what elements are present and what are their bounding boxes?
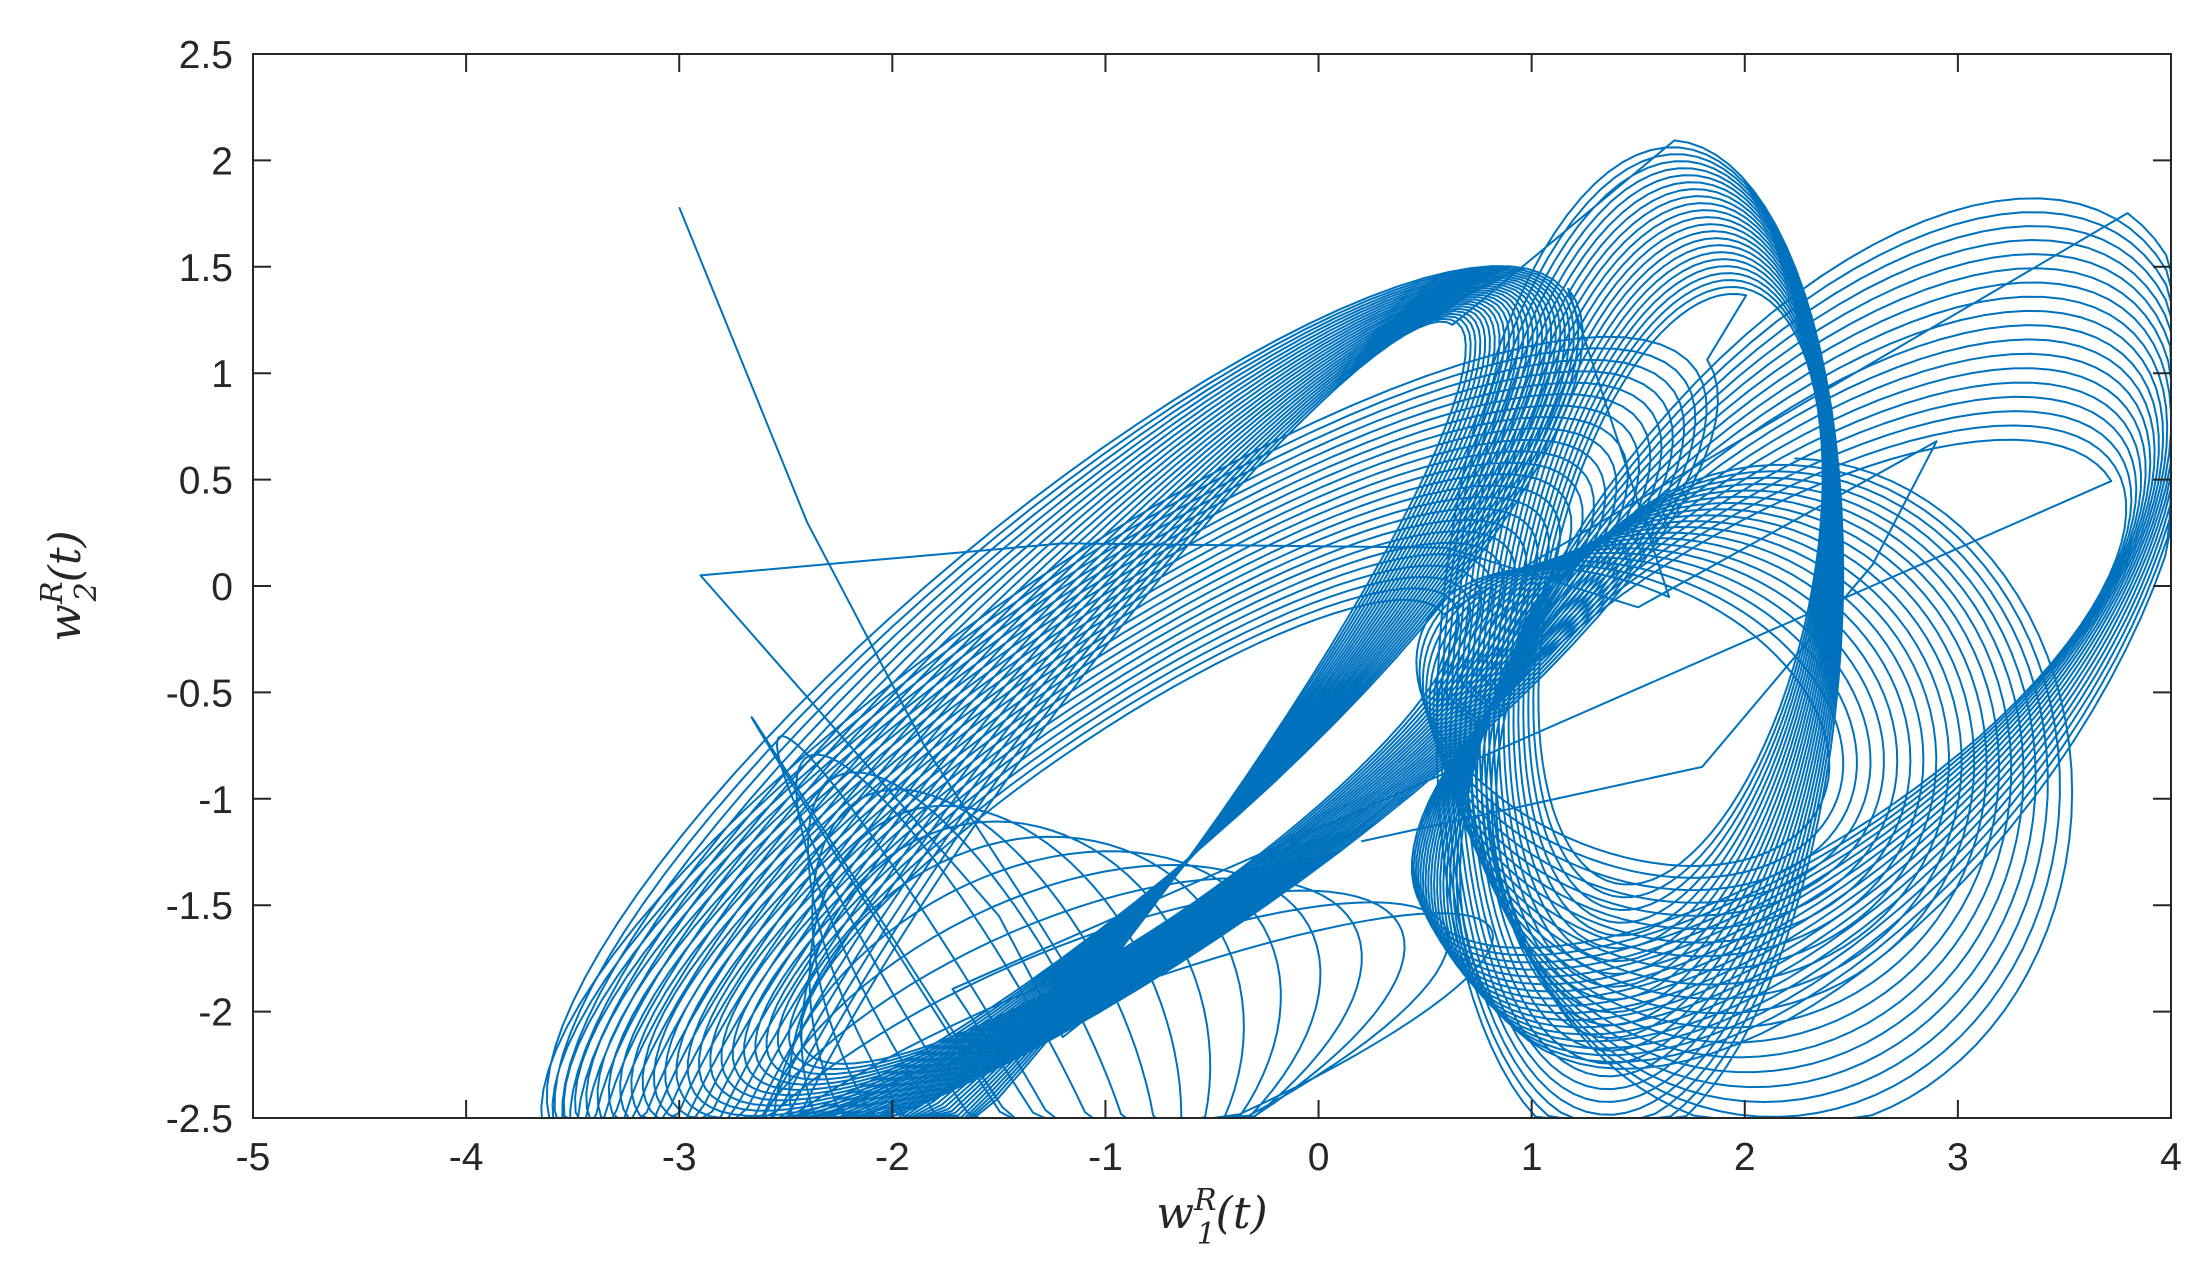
x-tick-label: -5 (236, 1136, 271, 1179)
y-axis-label: wR2(t) (35, 530, 104, 641)
x-tick-label: -3 (662, 1136, 697, 1179)
y-tick-label: 2.5 (179, 34, 233, 77)
y-tick-label: -0.5 (166, 672, 233, 715)
x-tick-label: -4 (449, 1136, 484, 1179)
x-tick-label: -2 (875, 1136, 910, 1179)
x-tick-label: 2 (1734, 1136, 1756, 1179)
x-tick-label: 4 (2160, 1136, 2182, 1179)
x-axis-label-sub: 1 (1197, 1217, 1216, 1252)
trajectory-transient-line (678, 206, 1938, 1039)
x-axis-ticks (252, 54, 2172, 1118)
y-axis-label-sub: 2 (69, 582, 104, 602)
y-axis-label-arg: (t) (40, 530, 91, 582)
y-axis-label-base: w (40, 604, 91, 642)
x-tick-label: 1 (1521, 1136, 1543, 1179)
y-axis-ticks (253, 53, 2171, 1119)
y-tick-label: 1 (211, 353, 233, 396)
y-axis-tick-labels: -2.5 -2 -1.5 -1 -0.5 0 0.5 1 1.5 2 2.5 (166, 34, 233, 1141)
plot-area (540, 139, 2172, 1119)
x-axis-label-sup: R (1193, 1183, 1217, 1218)
x-axis-label-arg: (t) (1216, 1188, 1268, 1239)
y-tick-label: -2.5 (166, 1098, 233, 1141)
y-tick-label: -2 (198, 992, 233, 1035)
x-axis-label: wR 1(t) (1156, 1183, 1267, 1252)
x-tick-label: -1 (1088, 1136, 1123, 1179)
y-tick-label: -1.5 (166, 885, 233, 928)
x-axis-tick-labels: -5 -4 -3 -2 -1 0 1 2 3 4 (236, 1136, 2182, 1179)
x-axis-label-base: w (1156, 1188, 1194, 1239)
x-tick-label: 0 (1308, 1136, 1330, 1179)
trajectory-series (540, 139, 2172, 1119)
y-tick-label: 0 (211, 566, 233, 609)
y-tick-label: 0.5 (179, 460, 233, 503)
y-tick-label: -1 (198, 779, 233, 822)
trajectory-line (540, 139, 2172, 1119)
y-tick-label: 1.5 (179, 247, 233, 290)
y-axis-label-sup: R (35, 581, 70, 605)
y-tick-label: 2 (211, 140, 233, 183)
x-tick-label: 3 (1947, 1136, 1969, 1179)
